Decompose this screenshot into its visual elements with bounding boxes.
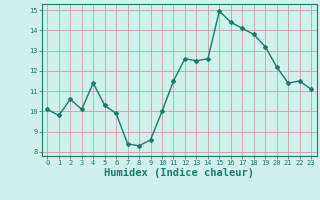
X-axis label: Humidex (Indice chaleur): Humidex (Indice chaleur) [104, 168, 254, 178]
